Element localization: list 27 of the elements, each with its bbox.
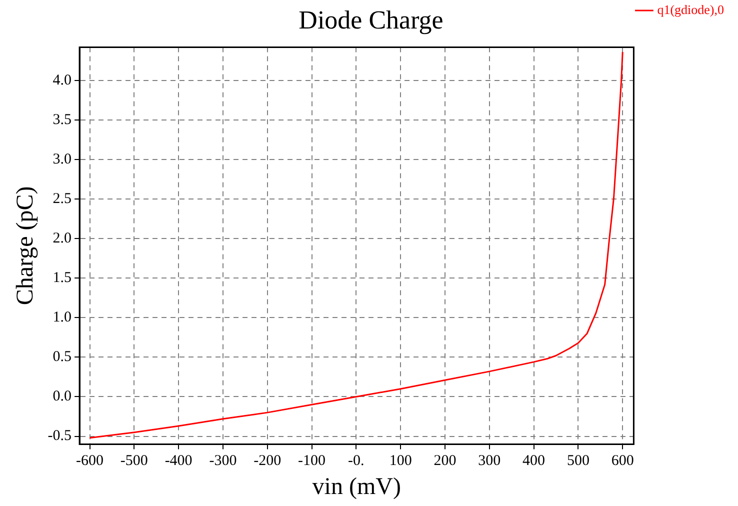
- x-tick-label: -100: [298, 453, 326, 470]
- y-tick-label: 0.5: [52, 349, 72, 366]
- y-tick-label: 1.0: [52, 310, 72, 326]
- x-tick-label: -600: [76, 453, 104, 470]
- y-tick-label: 2.5: [52, 190, 72, 207]
- x-tick-label: -300: [209, 453, 237, 470]
- x-tick-label: 500: [566, 453, 590, 470]
- y-tick-label: 0.0: [52, 388, 72, 405]
- y-tick-label: 1.5: [52, 270, 72, 286]
- x-tick-label: -200: [254, 453, 282, 470]
- x-tick-label: 100: [389, 453, 412, 470]
- x-tick-label: -0.: [348, 453, 364, 470]
- y-axis-title: Charge (pC): [12, 186, 39, 306]
- legend-label: q1(gdiode),0: [657, 2, 724, 17]
- x-tick-label: 300: [478, 453, 501, 470]
- x-tick-label: 400: [522, 453, 546, 470]
- x-tick-label: -500: [120, 453, 148, 470]
- chart-title: Diode Charge: [298, 5, 444, 34]
- y-tick-label: 4.0: [52, 72, 72, 88]
- x-tick-label: 200: [434, 453, 456, 470]
- x-axis-title: vin (mV): [312, 474, 401, 500]
- y-tick-label: -0.5: [48, 428, 72, 444]
- y-tick-label: 3.5: [52, 112, 72, 128]
- x-tick-label: 600: [611, 453, 634, 470]
- y-tick-label: 2.0: [52, 230, 72, 247]
- x-tick-label: -400: [164, 453, 192, 470]
- y-tick-label: 3.0: [52, 151, 72, 168]
